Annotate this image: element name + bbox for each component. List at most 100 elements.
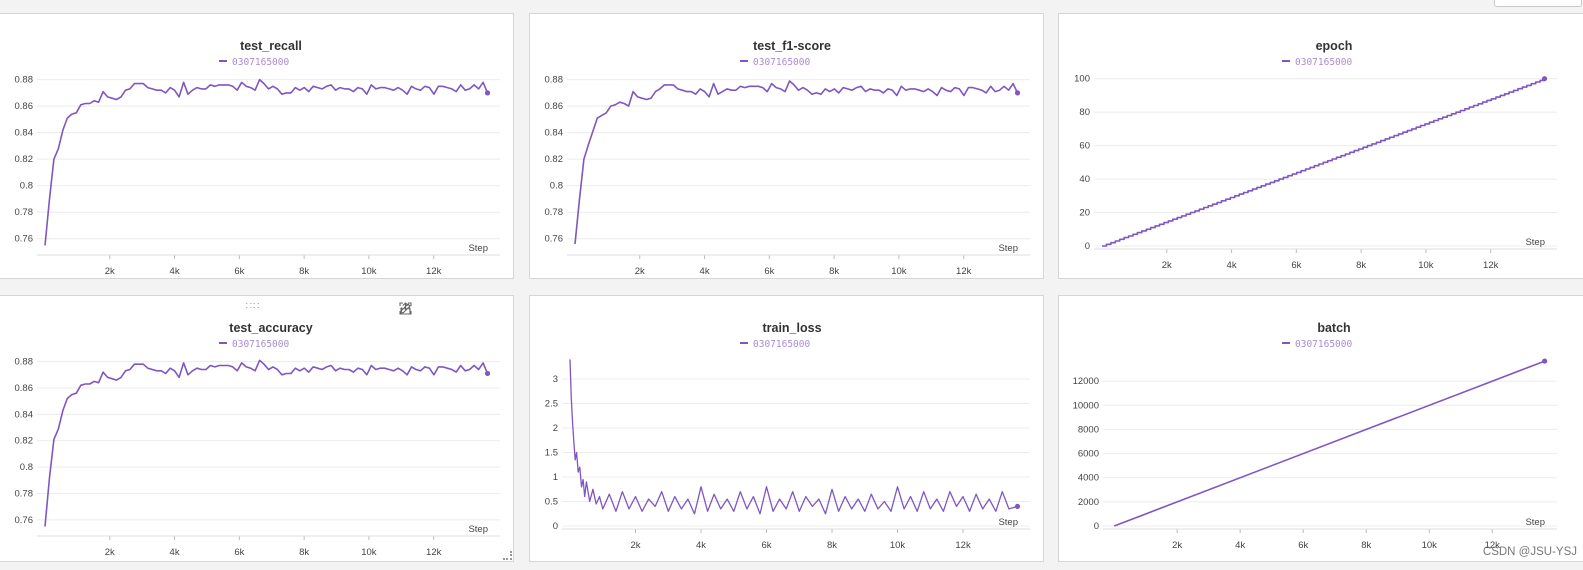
legend-label: 0307165000 [753, 339, 810, 350]
chart-panel-epoch[interactable]: epoch 0307165000 0 20 40 60 80 100 2k 4k 6k 8k 10k 12… [1058, 13, 1583, 279]
x-tick-label: 6k [764, 266, 774, 277]
legend-label: 0307165000 [1295, 339, 1352, 350]
y-tick-label: 0.82 [15, 436, 34, 447]
y-tick-label: 0.84 [545, 128, 564, 139]
x-tick-label: 2k [630, 540, 640, 551]
chart-panel-batch[interactable]: batch 0307165000 0 2000 4000 6000 8000 10000 120… [1058, 295, 1583, 562]
series-line-test_accuracy[interactable] [44, 359, 489, 527]
chart-panel-train-loss[interactable]: train_loss 0307165000 0 0.5 1 1.5 2 2.5 3 2k 4k 6k 8… [529, 295, 1044, 562]
y-tick-label: 0.88 [15, 357, 34, 368]
x-tick-label: 8k [1356, 260, 1366, 271]
series-line-batch[interactable] [1113, 360, 1545, 527]
series-end-point[interactable] [484, 370, 491, 377]
chart-panel-test-f1-score[interactable]: test_f1-score 0307165000 0.76 0.78 0.8 0.82 0.… [529, 13, 1044, 279]
x-tick-label: 12k [956, 266, 972, 277]
x-tick-label: 12k [1485, 540, 1501, 551]
y-tick-label: 12000 [1073, 376, 1099, 387]
chart-svg-epoch: epoch 0307165000 0 20 40 60 80 100 2k 4k 6k 8k 10k 12… [1074, 39, 1557, 271]
x-tick-label: 10k [891, 266, 907, 277]
x-tick-label: 8k [827, 540, 837, 551]
y-tick-label: 60 [1079, 141, 1090, 152]
legend-label: 0307165000 [232, 57, 289, 68]
y-tick-label: 20 [1079, 208, 1090, 219]
resize-handle[interactable] [503, 551, 512, 560]
x-axis-label: Step [998, 517, 1018, 528]
x-tick-label: 2k [1172, 540, 1182, 551]
y-tick-label: 0 [1085, 241, 1090, 252]
x-tick-label: 10k [890, 540, 906, 551]
y-tick-label: 80 [1079, 107, 1090, 118]
legend: 0307165000 [219, 57, 289, 68]
series-line-test_recall[interactable] [44, 78, 489, 246]
y-tick-label: 0.86 [15, 383, 34, 394]
series-end-point[interactable] [1542, 358, 1548, 364]
legend-label: 0307165000 [1295, 57, 1352, 68]
series-line-test_f1_score[interactable] [574, 80, 1019, 245]
legend-label: 0307165000 [753, 57, 810, 68]
x-tick-label: 12k [426, 547, 442, 558]
y-tick-label: 0.76 [15, 515, 34, 526]
y-tick-label: 0.78 [15, 207, 34, 218]
x-tick-label: 8k [299, 547, 309, 558]
y-tick-label: 0.88 [15, 75, 34, 86]
y-tick-label: 1 [553, 472, 558, 483]
series-end-point[interactable] [1014, 503, 1021, 510]
x-tick-label: 8k [829, 266, 839, 277]
x-tick-label: 10k [361, 266, 377, 277]
x-tick-label: 10k [1422, 540, 1438, 551]
series-line-epoch[interactable] [1102, 78, 1546, 247]
y-tick-label: 0.5 [545, 497, 558, 508]
y-tick-label: 40 [1079, 174, 1090, 185]
edit-icon[interactable] [400, 302, 445, 318]
chart-panel-test-recall[interactable]: test_recall 0307165000 0.76 0.78 0.8 0.82 0.84… [0, 13, 514, 279]
y-tick-label: 2000 [1078, 497, 1099, 508]
series-line-train_loss[interactable] [569, 359, 1018, 515]
x-tick-label: 2k [105, 266, 115, 277]
watermark: CSDN @JSU-YSJ [1482, 546, 1577, 558]
chart-title: batch [1317, 321, 1350, 335]
x-tick-label: 12k [955, 540, 971, 551]
series-end-point[interactable] [1014, 90, 1021, 96]
x-tick-label: 6k [234, 266, 244, 277]
y-tick-label: 0.76 [545, 234, 564, 245]
series-end-point[interactable] [1541, 76, 1548, 82]
chart-title: test_f1-score [753, 39, 831, 53]
chart-svg-test_recall: test_recall 0307165000 0.76 0.78 0.8 0.82 0.84… [15, 39, 500, 277]
top-right-control[interactable]: ▾ [1494, 0, 1582, 7]
fullscreen-icon[interactable] [399, 302, 475, 318]
legend: 0307165000 [740, 339, 810, 350]
more-icon[interactable] [400, 302, 505, 318]
x-tick-label: 8k [1361, 540, 1371, 551]
x-tick-label: 4k [1227, 260, 1237, 271]
x-tick-label: 2k [105, 547, 115, 558]
y-tick-label: 6000 [1078, 449, 1099, 460]
legend-label: 0307165000 [232, 339, 289, 350]
chart-svg-test_accuracy: test_accuracy 0307165000 0.76 0.78 0.8 0.82 0.… [15, 321, 500, 558]
y-tick-label: 0.8 [550, 181, 563, 192]
y-tick-label: 0.84 [15, 128, 34, 139]
y-tick-label: 0.8 [20, 462, 33, 473]
x-tick-label: 4k [700, 266, 710, 277]
legend: 0307165000 [740, 57, 810, 68]
x-tick-label: 6k [234, 547, 244, 558]
chart-panel-test-accuracy[interactable]: test_accuracy 0307165000 0.76 0.78 0.8 0.82 0.… [0, 295, 514, 562]
y-tick-label: 0.88 [545, 75, 564, 86]
chart-svg-batch: batch 0307165000 0 2000 4000 6000 8000 10000 120… [1073, 321, 1557, 551]
y-tick-label: 0.78 [545, 207, 564, 218]
y-tick-label: 0 [553, 521, 558, 532]
x-tick-label: 12k [1483, 260, 1499, 271]
x-tick-label: 8k [299, 266, 309, 277]
y-tick-label: 0.76 [15, 234, 34, 245]
series-end-point[interactable] [484, 90, 491, 96]
x-tick-label: 6k [1291, 260, 1301, 271]
x-tick-label: 10k [361, 547, 377, 558]
y-tick-label: 0.84 [15, 409, 34, 420]
drag-handle-icon[interactable]: ∷∷ [245, 301, 261, 312]
x-tick-label: 4k [170, 547, 180, 558]
x-tick-label: 12k [426, 266, 442, 277]
y-tick-label: 4000 [1078, 473, 1099, 484]
y-tick-label: 100 [1074, 74, 1090, 85]
chart-title: test_accuracy [229, 321, 312, 335]
x-tick-label: 2k [635, 266, 645, 277]
y-tick-label: 2 [553, 423, 558, 434]
